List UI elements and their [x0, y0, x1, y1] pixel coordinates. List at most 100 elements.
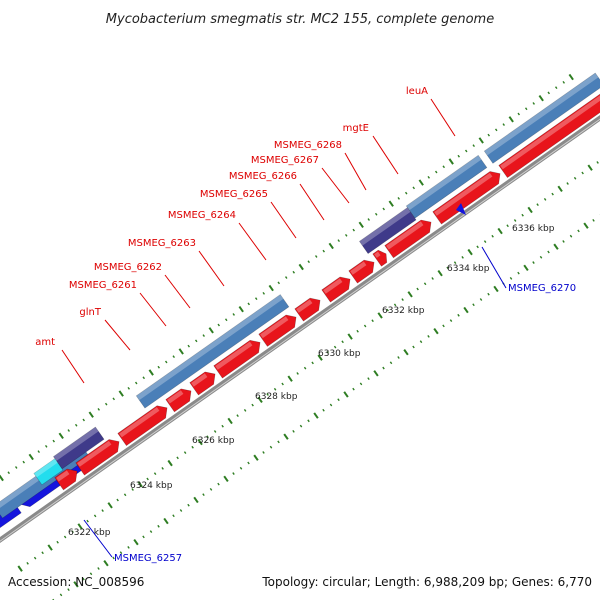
gene-label-msmeg-6257[interactable]: MSMEG_6257: [114, 553, 182, 564]
tick-mark-1-48: [377, 312, 383, 319]
tick-mark-1-32: [257, 396, 263, 404]
tick-mark-2-15: [157, 524, 160, 528]
tick-mark-1-20: [167, 459, 173, 467]
tick-mark-0-40: [268, 284, 274, 292]
scale-label-6334: 6334 kbp: [447, 264, 490, 274]
tick-mark-0-74: [524, 107, 528, 111]
tick-mark-2-64: [523, 264, 529, 272]
tick-mark-2-37: [322, 408, 325, 412]
tick-mark-2-50: [419, 340, 423, 344]
leader-line-12: [430, 98, 456, 137]
tick-mark-1-6: [63, 535, 67, 539]
tick-mark-0-33: [217, 323, 220, 327]
gene-forward-7: [258, 314, 297, 347]
scale-label-6326: 6326 kbp: [192, 436, 235, 446]
tick-mark-1-73: [566, 182, 569, 185]
gene-forward-13-shine: [434, 172, 493, 216]
scale-label-6328: 6328 kbp: [255, 392, 298, 402]
tick-mark-2-45: [382, 366, 385, 370]
gene-forward-12: [384, 219, 432, 259]
gene-forward-2: [75, 439, 120, 476]
tick-mark-1-14: [123, 493, 127, 497]
gene-forward-8-body: [294, 297, 321, 322]
gene-label-leua[interactable]: leuA: [406, 86, 428, 97]
tick-mark-1-74: [573, 176, 577, 180]
gene-label-msmeg-6268[interactable]: MSMEG_6268: [274, 140, 342, 151]
tick-mark-1-57: [446, 266, 449, 270]
tick-mark-1-59: [461, 256, 464, 259]
feature-bar-3-body: [405, 154, 488, 219]
tick-mark-2-12: [133, 538, 139, 546]
tick-mark-0-50: [344, 233, 348, 237]
tick-mark-1-38: [303, 366, 307, 370]
tick-mark-2-42: [359, 382, 363, 386]
gene-forward-8: [294, 297, 321, 322]
gene-forward-13: [432, 171, 501, 225]
gene-forward-6-shine: [215, 341, 253, 370]
tick-mark-1-7: [71, 530, 74, 534]
gene-label-msmeg-6266[interactable]: MSMEG_6266: [229, 171, 297, 182]
gene-forward-11-body: [372, 249, 388, 267]
gene-label-msmeg-6262[interactable]: MSMEG_6262: [94, 262, 162, 273]
tick-mark-2-53: [442, 324, 445, 328]
tick-mark-0-32: [208, 327, 214, 334]
tick-mark-0-63: [442, 165, 445, 169]
gene-forward-1-shine: [56, 470, 70, 482]
tick-mark-2-10: [119, 551, 123, 555]
tick-mark-2-22: [209, 488, 213, 491]
tick-mark-2-39: [337, 398, 340, 402]
gene-label-glnt[interactable]: glnT: [79, 307, 101, 318]
gene-forward-6: [213, 339, 261, 379]
gene-label-msmeg-6267[interactable]: MSMEG_6267: [251, 155, 319, 166]
gene-label-msmeg-6264[interactable]: MSMEG_6264: [168, 210, 236, 221]
gene-forward-7-body: [258, 314, 297, 347]
scale-label-6324: 6324 kbp: [130, 481, 173, 491]
leader-line-6: [238, 222, 267, 261]
tick-mark-1-21: [176, 456, 179, 460]
tick-mark-0-69: [487, 133, 490, 137]
tick-mark-0-12: [58, 432, 64, 439]
gene-label-msmeg-6261[interactable]: MSMEG_6261: [69, 280, 137, 291]
gene-forward-11-shine: [374, 251, 381, 258]
feature-bar-cyan-shine: [33, 458, 58, 478]
leader-line-2: [104, 319, 131, 351]
genome-backbone: [0, 114, 600, 544]
gene-label-amt[interactable]: amt: [35, 337, 55, 348]
tick-mark-2-6: [89, 572, 93, 576]
tick-mark-0-57: [397, 197, 400, 200]
feature-bar-cyan: [33, 458, 64, 486]
tick-mark-2-71: [577, 229, 580, 233]
leader-line-4: [164, 274, 191, 309]
tick-mark-1-8: [77, 523, 83, 530]
tick-mark-1-12: [107, 502, 113, 509]
tick-mark-2-7: [97, 567, 100, 570]
gene-label-mgte[interactable]: mgtE: [343, 123, 369, 134]
gene-forward-9: [321, 276, 351, 303]
tick-mark-2-16: [163, 517, 169, 525]
tick-mark-1-75: [581, 171, 584, 175]
gene-label-msmeg-6265[interactable]: MSMEG_6265: [200, 189, 268, 200]
tick-mark-0-18: [104, 402, 108, 406]
gene-forward-9-body: [321, 276, 351, 303]
tick-mark-0-13: [67, 429, 70, 432]
tick-mark-1-27: [221, 424, 224, 428]
gene-label-msmeg-6263[interactable]: MSMEG_6263: [128, 238, 196, 249]
tick-mark-1-64: [497, 227, 503, 235]
tick-mark-1-39: [311, 361, 314, 365]
tick-mark-2-23: [217, 482, 220, 486]
gene-forward-13-body: [432, 171, 501, 225]
tick-mark-0-53: [367, 218, 370, 221]
tick-mark-2-18: [179, 509, 183, 512]
tick-mark-2-30: [269, 445, 273, 449]
tick-mark-1-3: [41, 551, 44, 555]
tick-mark-0-29: [187, 344, 190, 348]
tick-mark-1-13: [116, 498, 119, 502]
tick-mark-0-36: [238, 306, 244, 313]
tick-mark-0-79: [562, 80, 565, 84]
gene-forward-7-shine: [260, 316, 289, 339]
tick-mark-0-15: [82, 418, 85, 422]
gene-label-msmeg-6270[interactable]: MSMEG_6270: [508, 283, 576, 294]
tick-mark-0-60: [418, 179, 424, 186]
tick-mark-0-34: [224, 318, 228, 322]
tick-mark-0-55: [382, 207, 385, 211]
